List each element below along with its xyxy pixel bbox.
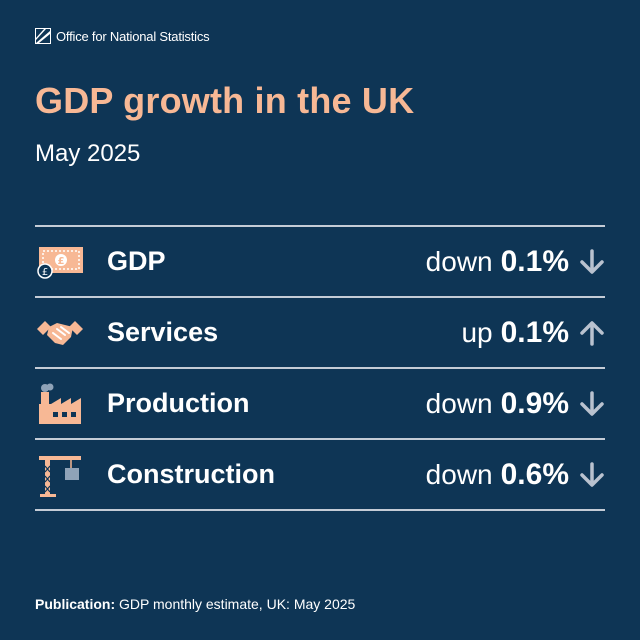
row-value: up 0.1%	[461, 316, 605, 350]
footer-text: GDP monthly estimate, UK: May 2025	[119, 596, 356, 612]
growth-table: £ £ GDP down 0.1% Services up 0.1%	[35, 225, 605, 511]
row-value: down 0.6%	[426, 458, 605, 492]
crane-icon	[35, 452, 85, 498]
page-subtitle: May 2025	[35, 140, 141, 167]
money-note-icon: £ £	[35, 239, 85, 285]
svg-text:£: £	[58, 256, 65, 267]
ons-logo: Office for National Statistics	[35, 28, 210, 44]
row-label: Construction	[107, 459, 275, 489]
row-services: Services up 0.1%	[35, 298, 605, 369]
row-percent: 0.9%	[500, 386, 569, 420]
row-percent: 0.1%	[500, 315, 569, 349]
arrow-down-icon	[579, 248, 605, 275]
row-label: Production	[107, 388, 250, 418]
arrow-down-icon	[579, 390, 605, 417]
row-direction: down	[425, 458, 493, 490]
row-label: Services	[107, 317, 219, 347]
arrow-up-icon	[579, 320, 605, 346]
ons-logo-icon	[35, 28, 51, 44]
row-production: Production down 0.9%	[35, 369, 605, 440]
row-gdp: £ £ GDP down 0.1%	[35, 227, 605, 298]
row-percent: 0.1%	[500, 244, 569, 278]
row-label: GDP	[107, 246, 166, 276]
factory-icon	[35, 381, 85, 427]
brand-name: Office for National Statistics	[56, 28, 210, 44]
row-construction: Construction down 0.6%	[35, 440, 605, 511]
row-percent: 0.6%	[500, 457, 569, 491]
handshake-icon	[35, 310, 85, 356]
row-direction: up	[461, 316, 493, 348]
row-direction: down	[425, 245, 493, 277]
publication-footer: Publication: GDP monthly estimate, UK: M…	[35, 596, 355, 612]
arrow-down-icon	[579, 461, 605, 488]
svg-text:£: £	[42, 267, 48, 278]
row-value: down 0.9%	[426, 387, 605, 421]
footer-prefix: Publication:	[35, 596, 116, 612]
page-title: GDP growth in the UK	[35, 80, 415, 121]
row-value: down 0.1%	[426, 245, 605, 279]
row-direction: down	[425, 387, 493, 419]
